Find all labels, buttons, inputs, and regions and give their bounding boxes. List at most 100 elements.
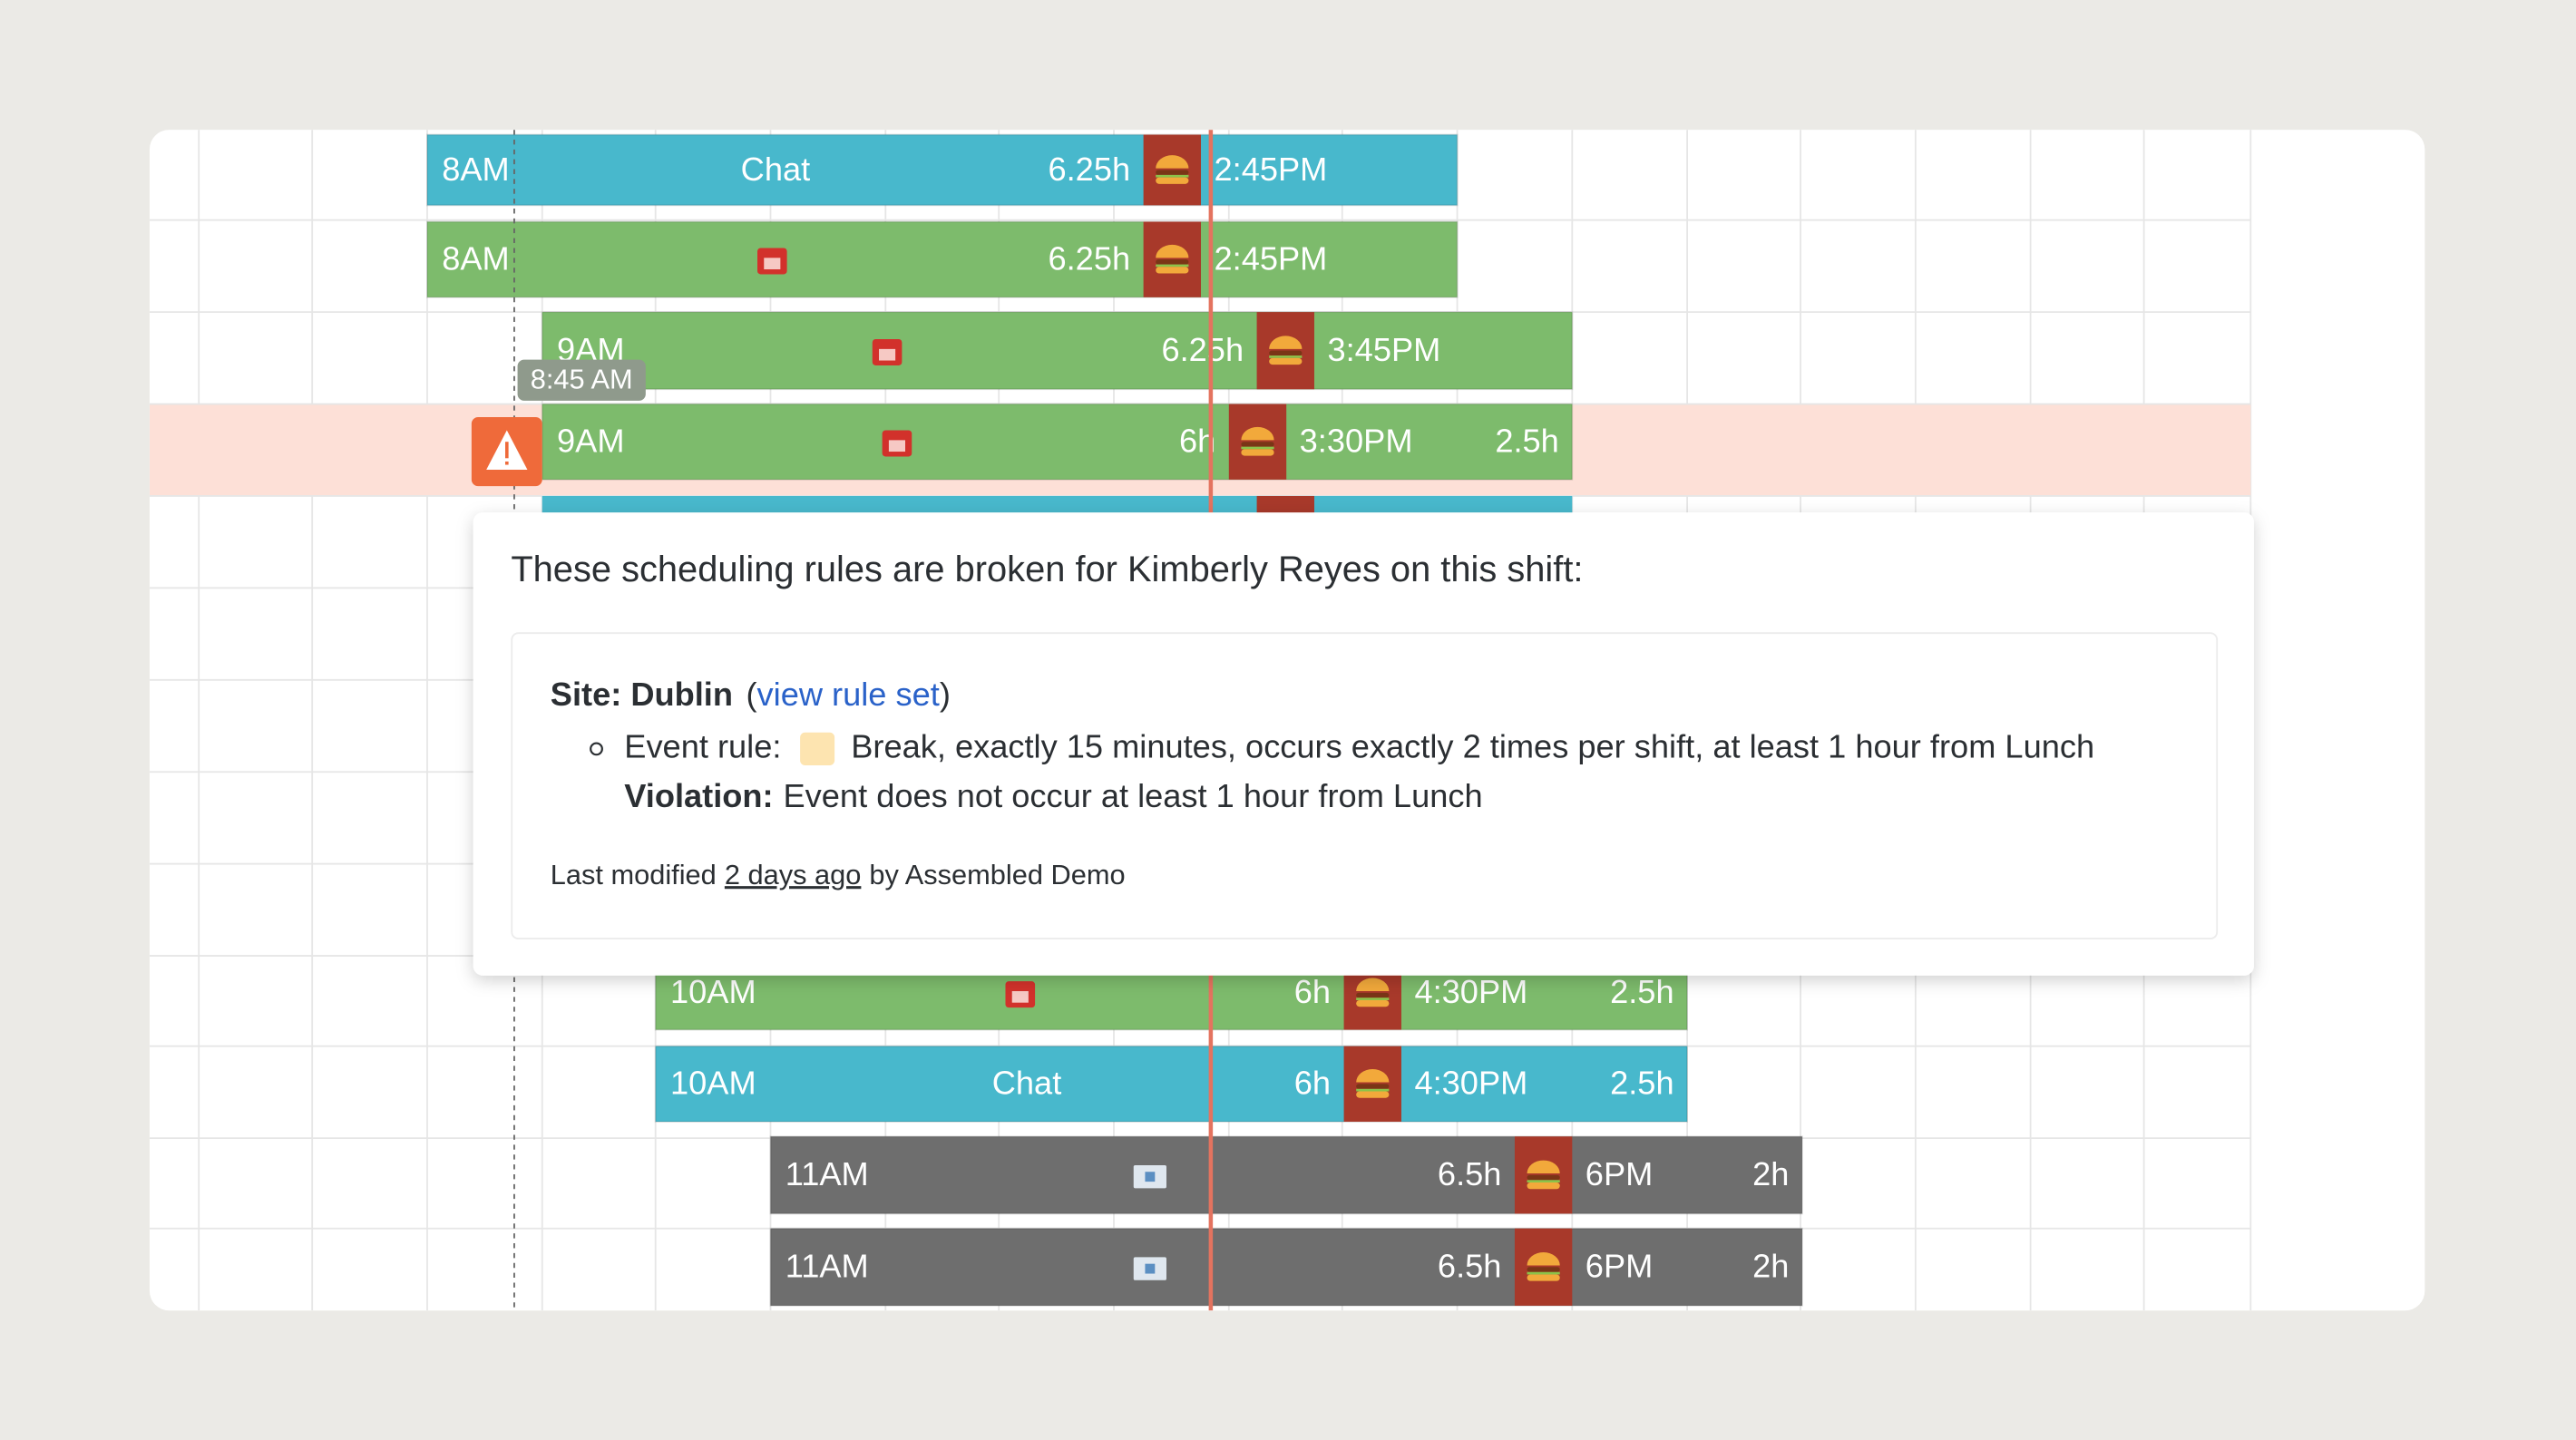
shift-activity: Chat	[992, 1065, 1062, 1102]
shift-duration: 6.5h	[1438, 1155, 1502, 1192]
shift-start: 11AM	[785, 1248, 869, 1285]
bun-top	[1241, 426, 1274, 441]
bullet	[590, 742, 603, 756]
bun-bottom	[1156, 177, 1189, 184]
lettuce	[1241, 446, 1274, 450]
phone-keys	[1011, 991, 1029, 1003]
phone-keys	[764, 258, 781, 270]
shift-bar	[769, 1227, 1803, 1307]
rule-text: Break, exactly 15 minutes, occurs exactl…	[851, 727, 2094, 764]
break-icon	[1343, 1046, 1401, 1123]
shift-duration: 6h	[1294, 1065, 1331, 1102]
break-icon	[1228, 404, 1287, 480]
patty	[1356, 992, 1390, 998]
shift-start: 11AM	[785, 1155, 869, 1192]
break-icon	[1514, 1228, 1573, 1306]
phone-keys	[888, 440, 906, 452]
time-tooltip: 8:45 AM	[531, 363, 633, 394]
patty	[1527, 1267, 1560, 1272]
bun-bottom	[1356, 1091, 1390, 1098]
shift-end: 3:30PM	[1300, 423, 1413, 460]
lettuce	[1356, 997, 1390, 1000]
lettuce	[1156, 174, 1189, 178]
bun-bottom	[1527, 1274, 1560, 1281]
shift-end: 4:30PM	[1414, 973, 1527, 1010]
warning-bang	[504, 442, 509, 459]
bun-top	[1356, 978, 1390, 992]
shift-duration: 6.25h	[1048, 151, 1130, 188]
break-icon	[1514, 1136, 1573, 1214]
shift-extra: 2.5h	[1610, 1065, 1674, 1102]
patty	[1527, 1174, 1560, 1181]
violation-line: Violation: Event does not occur at least …	[624, 777, 1482, 814]
bun-top	[1527, 1160, 1560, 1174]
shift-bar	[541, 403, 1574, 481]
bun-bottom	[1356, 999, 1390, 1007]
lettuce	[1527, 1180, 1560, 1183]
paren: )	[940, 675, 951, 712]
site-line: Site: Dublin (view rule set)	[551, 675, 951, 712]
shift-end: 6PM	[1586, 1155, 1653, 1192]
bun-bottom	[1156, 267, 1189, 274]
break-swatch	[800, 732, 835, 765]
shift-extra: 2.5h	[1495, 423, 1559, 460]
shift-duration: 6.5h	[1438, 1248, 1502, 1285]
rule-box	[511, 632, 2219, 939]
patty	[1241, 442, 1274, 447]
break-icon	[1143, 134, 1202, 206]
shift-activity: Chat	[741, 151, 811, 188]
shift-end: 2:45PM	[1214, 240, 1327, 277]
violation-text: Event does not occur at least 1 hour fro…	[784, 777, 1483, 814]
site: Site: Dublin	[551, 675, 733, 712]
lettuce	[1269, 355, 1303, 358]
shift-extra: 2h	[1752, 1248, 1789, 1285]
email-mark	[1145, 1172, 1156, 1182]
bun-top	[1156, 155, 1189, 169]
bun-top	[1527, 1251, 1560, 1266]
shift-start: 10AM	[670, 973, 756, 1010]
bun-top	[1269, 336, 1303, 349]
break-icon	[1256, 312, 1314, 390]
shift-end: 6PM	[1586, 1248, 1653, 1285]
break-icon	[1143, 221, 1202, 297]
shift-extra: 2.5h	[1610, 973, 1674, 1010]
warning-dot	[504, 461, 509, 465]
time-tooltip-bg	[517, 359, 646, 401]
bun-bottom	[1527, 1182, 1560, 1190]
footer-time: 2 days ago	[725, 859, 862, 890]
patty	[1356, 1084, 1390, 1089]
footer-suffix: by Assembled Demo	[869, 859, 1125, 890]
lettuce	[1356, 1088, 1390, 1092]
footer-prefix: Last modified	[551, 859, 717, 890]
popup-title: These scheduling rules are broken for Ki…	[511, 550, 1583, 589]
footer: Last modified 2 days ago by Assembled Demo	[551, 859, 1126, 890]
email-mark	[1145, 1263, 1156, 1274]
shift-extra: 2h	[1752, 1155, 1789, 1192]
shift-bar	[541, 311, 1574, 391]
shift-duration: 6.25h	[1161, 331, 1244, 368]
bun-top	[1356, 1069, 1390, 1083]
violation-label: Violation:	[624, 777, 773, 814]
bun-bottom	[1269, 357, 1303, 365]
patty	[1156, 170, 1189, 175]
shift-end: 3:45PM	[1327, 331, 1440, 368]
paren: (	[746, 675, 756, 712]
shift-bar	[426, 220, 1459, 298]
patty	[1156, 259, 1189, 265]
bun-bottom	[1241, 449, 1274, 456]
shift-start: 10AM	[670, 1065, 756, 1102]
phone-keys	[879, 348, 896, 361]
shift-bar	[769, 1135, 1803, 1215]
rule-popup: These scheduling rules are broken for Ki…	[473, 512, 2254, 976]
shift-duration: 6.25h	[1048, 240, 1130, 277]
shift-start: 9AM	[557, 423, 624, 460]
shift-start: 8AM	[442, 240, 509, 277]
shift-bar	[654, 1045, 1689, 1123]
shift-start: 8AM	[442, 151, 509, 188]
shift-end: 4:30PM	[1414, 1065, 1527, 1102]
rule-set-link[interactable]: view rule set	[757, 675, 940, 712]
rule-label: Event rule:	[624, 727, 781, 764]
patty	[1269, 350, 1303, 356]
lettuce	[1527, 1271, 1560, 1275]
